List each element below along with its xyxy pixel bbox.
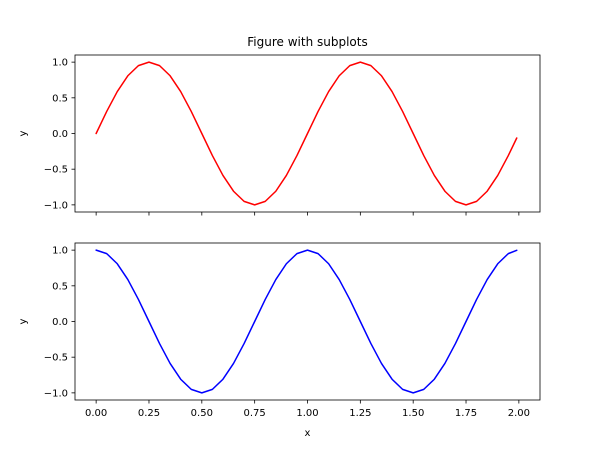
x-tick-label: 0.25: [138, 408, 160, 419]
y-tick-label: −1.0: [44, 200, 68, 211]
x-tick-label: 0.75: [244, 408, 266, 419]
y-tick-label: 0.0: [52, 317, 68, 328]
y-axis-label: y: [18, 130, 29, 136]
y-tick-label: −0.5: [44, 353, 68, 364]
x-tick-label: 1.50: [402, 408, 424, 419]
x-tick-label: 0.00: [85, 408, 107, 419]
subplot-top: −1.0 −0.5 0.0 0.5 1.0 y: [18, 54, 541, 216]
y-tick-label: 0.5: [52, 281, 68, 292]
x-axis-label: x: [305, 428, 311, 439]
series-line-0-0: [95, 61, 518, 206]
subplot-bottom: 0.00 0.25 0.50 0.75 1.00 1.25 1.50 1.75 2.00 −1.0…: [18, 242, 541, 439]
series-line-1-0: [95, 249, 518, 394]
x-tick-label: 1.00: [296, 408, 318, 419]
x-tick-label: 0.50: [191, 408, 213, 419]
y-tick-label: −0.5: [44, 165, 68, 176]
x-tick-label: 1.75: [455, 408, 477, 419]
y-tick-label: 1.0: [52, 246, 68, 257]
x-tick-label: 1.25: [349, 408, 371, 419]
y-tick-label: −1.0: [44, 388, 68, 399]
y-tick-label: 0.5: [52, 93, 68, 104]
y-axis-label: y: [18, 318, 29, 324]
y-tick-label: 0.0: [52, 129, 68, 140]
y-tick-label: 1.0: [52, 58, 68, 69]
figure-title: Figure with subplots: [247, 35, 367, 49]
x-tick-label: 2.00: [508, 408, 530, 419]
